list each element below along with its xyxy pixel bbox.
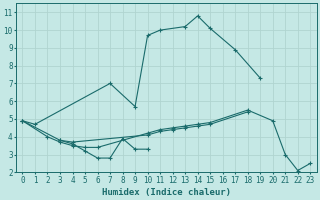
X-axis label: Humidex (Indice chaleur): Humidex (Indice chaleur) bbox=[102, 188, 231, 197]
